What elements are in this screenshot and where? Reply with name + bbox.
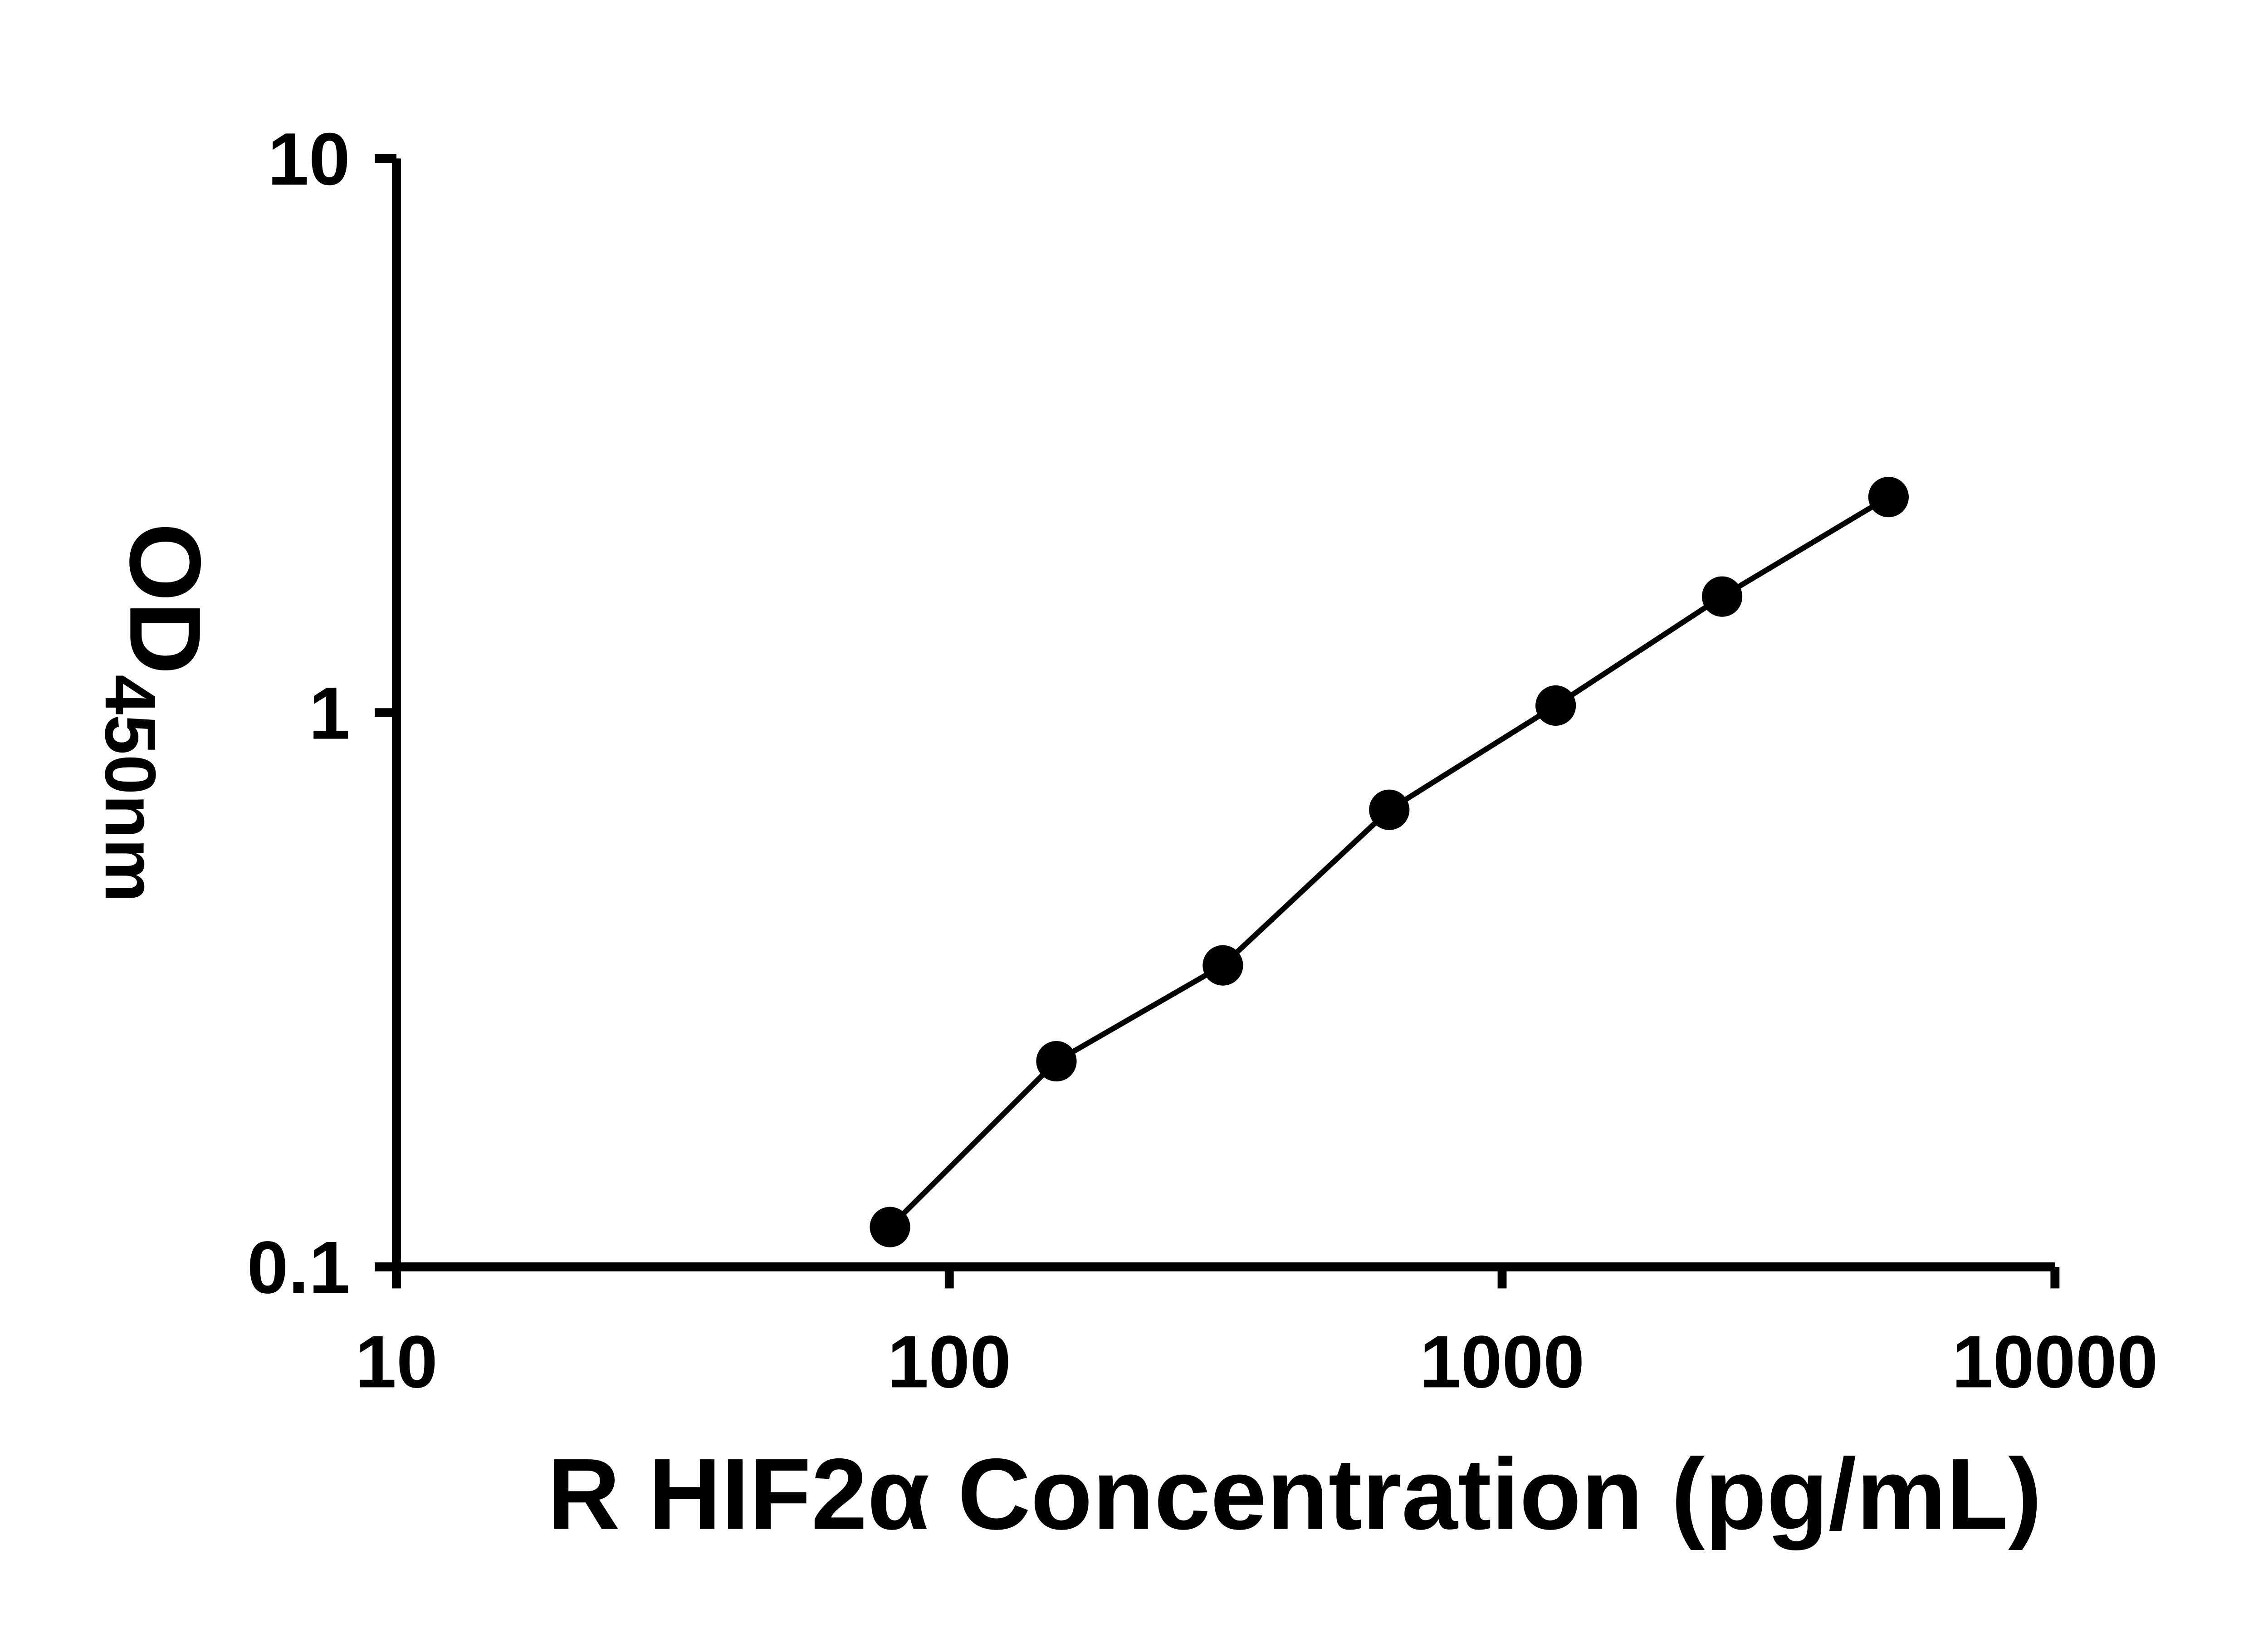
y-tick-label: 10	[268, 117, 350, 200]
y-axis-title-main: OD	[108, 523, 221, 675]
x-tick-label: 100	[887, 1320, 1011, 1403]
data-point-marker	[1369, 789, 1410, 830]
data-series	[870, 477, 1909, 1247]
axis-lines	[392, 158, 2055, 1271]
data-point-marker	[870, 1207, 910, 1247]
x-axis-title: R HIF2α Concentration (pg/mL)	[547, 1438, 2042, 1551]
x-tick-label: 10000	[1952, 1320, 2158, 1403]
y-tick-label: 0.1	[247, 1226, 350, 1309]
y-axis-title-subscript: 450nm	[90, 675, 171, 902]
data-point-marker	[1036, 1041, 1077, 1082]
data-point-marker	[1701, 576, 1743, 617]
data-point-marker	[1535, 685, 1576, 726]
axes	[392, 158, 2055, 1271]
x-tick-label: 10	[355, 1320, 438, 1403]
y-axis-title: OD450nm	[90, 523, 221, 903]
y-axis-ticks: 0.1 1 10	[247, 117, 396, 1309]
data-point-marker	[1202, 945, 1243, 986]
x-tick-label: 1000	[1420, 1320, 1585, 1403]
data-point-marker	[1868, 477, 1909, 518]
x-axis-ticks: 10 100 1000 10000	[355, 1266, 2158, 1403]
y-tick-label: 1	[309, 672, 350, 755]
